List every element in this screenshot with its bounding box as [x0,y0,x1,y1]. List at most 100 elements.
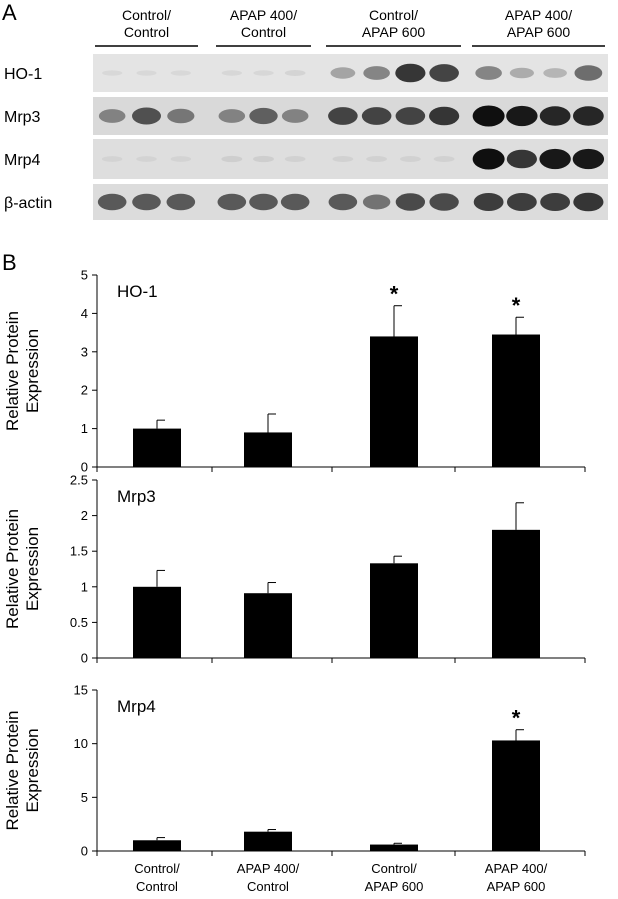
chart-2-ylabel-line2: Expression [23,527,42,611]
blot-band-1-14 [574,65,603,81]
blot-band-2-4 [218,109,246,123]
chart-1-y-tick-label-6: 5 [81,268,88,283]
blot-band-4-1 [97,193,127,211]
chart-3-title: Mrp4 [117,697,156,716]
blot-band-3-4 [221,155,243,163]
chart-2-ylabel-line1: Relative Protein [3,509,22,629]
chart-1-bar-3 [370,336,418,467]
chart-1-y-tick-label-2: 1 [81,421,88,436]
blot-group-label-3-line2: APAP 600 [362,24,426,40]
blot-band-3-3 [170,156,192,162]
chart-3-ylabel-line2: Expression [23,728,42,812]
blot-band-2-5 [249,107,278,125]
panel-b-letter: B [2,250,17,275]
chart-2-y-tick-label-5: 2 [81,508,88,523]
blot-band-4-2 [132,193,161,211]
blot-label-4: β-actin [4,195,52,212]
blot-group-label-4-line1: APAP 400/ [505,7,572,23]
blot-band-4-5 [249,193,278,211]
x-category-label-1-line1: Control/ [134,861,180,876]
blot-band-3-5 [253,155,274,163]
chart-1-y-tick-label-5: 4 [81,306,88,321]
blot-band-2-14 [572,106,604,126]
blot-band-1-10 [429,64,459,82]
x-category-label-4-line1: APAP 400/ [485,861,548,876]
blot-band-4-11 [473,192,504,212]
x-category-label-4-line2: APAP 600 [487,879,546,894]
chart-1-significance-3: * [390,282,399,307]
blot-band-2-12 [506,105,538,127]
chart-1-bar-4 [492,334,540,467]
blot-group-label-1-line2: Control [124,24,169,40]
blot-band-3-1 [101,156,123,162]
chart-2-y-tick-label-4: 1.5 [70,544,88,559]
blot-band-3-9 [400,156,421,162]
chart-3-y-tick-label-1: 0 [81,844,88,859]
blot-band-1-2 [136,70,157,76]
blot-band-2-7 [328,107,358,125]
blot-band-4-8 [362,194,391,210]
chart-2-y-tick-label-2: 0.5 [70,615,88,630]
chart-2-title: Mrp3 [117,487,156,506]
chart-1: 0 1 2 3 4 5 Relative Protein Expression HO-1 * * [3,268,586,475]
blot-band-2-13 [539,106,571,126]
blot-band-2-6 [281,109,309,123]
chart-1-y-tick-label-3: 2 [81,383,88,398]
chart-2-y-tick-label-6: 2.5 [70,473,88,488]
panel-a-letter: A [2,0,17,25]
chart-2-bar-1 [133,586,181,658]
blot-band-2-11 [472,105,505,127]
blot-band-1-3 [170,70,191,76]
blot-band-1-11 [475,66,502,80]
blot-band-4-9 [395,193,426,211]
blot-band-4-14 [573,192,604,212]
blot-band-3-12 [506,149,537,169]
blot-band-1-8 [363,66,390,80]
x-category-label-1-line2: Control [136,879,178,894]
chart-3-y-tick-label-3: 10 [74,736,88,751]
chart-3-y-tick-label-4: 15 [74,683,88,698]
blot-band-4-13 [540,192,571,212]
blot-band-4-6 [280,193,310,211]
blot-row-2: Mrp3 [4,97,608,135]
chart-2-y-tick-label-1: 0 [81,651,88,666]
chart-1-ylabel-line1: Relative Protein [3,311,22,431]
blot-band-2-1 [98,109,126,123]
blot-group-label-3-line1: Control/ [369,7,418,23]
blot-group-label-2-line1: APAP 400/ [230,7,297,23]
x-category-label-3-line2: APAP 600 [365,879,424,894]
blot-band-3-7 [332,156,354,162]
chart-1-y-tick-label-1: 0 [81,460,88,475]
blot-label-2: Mrp3 [4,109,41,126]
chart-2-bar-2 [244,593,292,658]
blot-band-2-2 [132,107,161,125]
blot-band-3-14 [572,148,605,170]
chart-1-ylabel-line2: Expression [23,329,42,413]
x-category-label-2-line2: Control [247,879,289,894]
chart-1-title: HO-1 [117,282,158,301]
blot-band-2-3 [167,108,195,124]
chart-1-bar-2 [244,432,292,467]
blot-band-3-8 [366,156,387,162]
blot-band-1-7 [330,67,356,79]
chart-1-bar-1 [133,428,181,467]
chart-2-bar-4 [492,529,540,658]
blot-band-4-7 [328,193,358,211]
chart-1-y-tick-label-4: 3 [81,344,88,359]
blot-band-2-10 [429,106,460,126]
blot-row-1: HO-1 [4,54,608,92]
blot-band-1-1 [102,70,123,76]
blot-band-3-10 [433,156,455,162]
blot-band-1-13 [543,68,567,78]
blot-band-4-3 [166,193,196,211]
chart-3-ylabel-line1: Relative Protein [3,710,22,830]
chart-3: 0 5 10 15 Relative Protein Expression Mrp4 * [3,683,586,859]
blot-label-1: HO-1 [4,66,42,83]
blot-band-4-12 [506,192,537,212]
blot-group-label-1-line1: Control/ [122,7,171,23]
blot-band-3-6 [284,156,306,162]
blot-band-1-4 [221,70,243,76]
